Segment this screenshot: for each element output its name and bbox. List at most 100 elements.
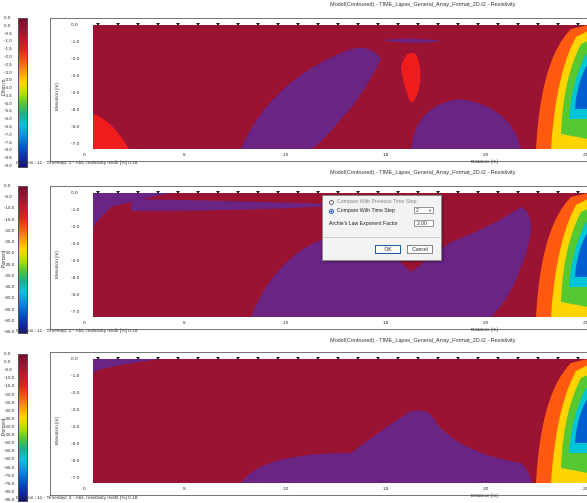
resistivity-contour-image xyxy=(51,353,587,495)
legend-label: -30.0 xyxy=(4,407,15,413)
legend-label: -30.0 xyxy=(4,250,15,256)
timestep-value: 2 xyxy=(416,207,419,214)
archie-value: 2.00 xyxy=(417,220,427,227)
legend-label: -65.0 xyxy=(4,329,15,334)
electrode-markers xyxy=(96,357,580,360)
legend-label: -75.0 xyxy=(4,480,15,486)
y-tick-label: -5.0 xyxy=(71,108,80,113)
x-tick-label: 0 xyxy=(83,321,86,326)
legend-label: -70.0 xyxy=(4,472,15,478)
legend-label: -60.0 xyxy=(4,317,15,323)
x-tick-label: 5 xyxy=(183,487,186,492)
y-tick-label: -6.0 xyxy=(71,459,80,464)
legend-label: -1.5 xyxy=(4,46,12,52)
option-previous-timestep[interactable]: Compare With Previous Time Step xyxy=(329,199,417,205)
panel-title: Model(Contoured) - TIME_Lapse_General_Ar… xyxy=(330,170,516,176)
legend-label: 0.0 xyxy=(4,359,11,365)
x-tick-label: 0 xyxy=(83,487,86,492)
section-plot: Elevation [m] 0.0 -1.0 -2.0 -3.0 -4.0 -5.0 -6.… xyxy=(50,186,587,333)
legend-label: -15.0 xyxy=(4,216,15,222)
legend-label: -40.0 xyxy=(4,272,15,278)
legend-label: 0.0 xyxy=(4,351,11,356)
x-tick-label: 25 xyxy=(583,487,587,492)
x-tick-label: 5 xyxy=(183,153,186,158)
y-tick-label: -4.0 xyxy=(71,259,80,264)
radio-timestep[interactable] xyxy=(329,208,334,214)
model-panel-1: Model(Contoured) - TIME_Lapse_General_Ar… xyxy=(0,0,587,168)
legend-label: -55.0 xyxy=(4,306,15,312)
legend-label: -85.0 xyxy=(4,497,15,502)
legend-label: -15.0 xyxy=(4,383,15,389)
y-tick-label: -1.0 xyxy=(71,208,80,213)
x-tick-label: 20 xyxy=(483,487,489,492)
legend-label: -50.0 xyxy=(4,295,15,301)
y-tick-label: -7.0 xyxy=(71,142,80,147)
color-scale-bar xyxy=(18,186,28,334)
panel-title: Model(Contoured) - TIME_Lapse_General_Ar… xyxy=(330,2,516,8)
y-tick-label: -2.0 xyxy=(71,225,80,230)
legend-label: -7.0 xyxy=(4,131,12,137)
y-tick-label: 0.0 xyxy=(71,357,78,362)
model-panel-2: Model(Contoured) - TIME_Lapse_General_Ar… xyxy=(0,168,587,336)
legend-label: -2.5 xyxy=(4,61,12,67)
electrode-markers xyxy=(96,23,580,26)
compare-timestep-dialog: Compare With Previous Time Step Compare … xyxy=(322,195,442,261)
legend-label: -2.0 xyxy=(4,53,12,59)
color-scale-bar xyxy=(18,354,28,502)
resistivity-contour-image xyxy=(51,19,587,161)
panel-title: Model(Contoured) - TIME_Lapse_General_Ar… xyxy=(330,338,516,344)
legend-label: -20.0 xyxy=(4,227,15,233)
x-tick-label: 15 xyxy=(383,487,389,492)
legend-label: 0.0 xyxy=(4,183,11,188)
electrode-markers xyxy=(96,191,580,194)
y-tick-label: -6.0 xyxy=(71,125,80,130)
x-tick-label: 10 xyxy=(283,487,289,492)
archie-exponent-field[interactable]: 2.00 xyxy=(414,220,434,227)
cancel-button[interactable]: Cancel xyxy=(407,245,433,254)
y-tick-label: -6.0 xyxy=(71,293,80,298)
y-tick-label: -2.0 xyxy=(71,391,80,396)
archie-label: Archie's Law Exponent Factor xyxy=(329,221,398,227)
y-tick-label: -7.0 xyxy=(71,476,80,481)
y-tick-label: -4.0 xyxy=(71,91,80,96)
y-tick-label: -5.0 xyxy=(71,276,80,281)
legend-label: 0.0 xyxy=(4,22,11,28)
legend-label: -45.0 xyxy=(4,284,15,290)
legend-label: -5.0 xyxy=(4,367,12,373)
legend-label: -4.5 xyxy=(4,92,12,98)
legend-label: -6.0 xyxy=(4,116,12,122)
legend-label: -45.0 xyxy=(4,432,15,438)
legend-label: -5.5 xyxy=(4,108,12,114)
ok-button[interactable]: OK xyxy=(375,245,401,254)
radio-previous[interactable] xyxy=(329,199,334,205)
legend-label: -25.0 xyxy=(4,239,15,245)
color-legend: Percent 0.0 0.0 -5.0 -10.0 -15.0 -20.0 -25.0 -3… xyxy=(0,350,30,502)
y-axis-label: Elevation [m] xyxy=(55,417,60,445)
option-timestep-label: Compare With Time Step xyxy=(337,208,395,214)
option-compare-timestep[interactable]: Compare With Time Step xyxy=(329,208,395,214)
x-tick-label: 15 xyxy=(383,321,389,326)
x-tick-label: 20 xyxy=(483,321,489,326)
y-tick-label: -1.0 xyxy=(71,40,80,45)
color-legend: Percent 0.0 -5.0 -10.0 -15.0 -20.0 -25.0 -30.0… xyxy=(0,182,30,334)
x-tick-label: 0 xyxy=(83,153,86,158)
x-tick-label: 15 xyxy=(383,153,389,158)
y-tick-label: -3.0 xyxy=(71,242,80,247)
legend-label: -25.0 xyxy=(4,399,15,405)
color-scale-bar xyxy=(18,18,28,168)
y-tick-label: -5.0 xyxy=(71,442,80,447)
y-tick-label: 0.0 xyxy=(71,191,78,196)
section-plot: Elevation [m] 0.0 -1.0 -2.0 -3.0 -4.0 -5.0 -6.… xyxy=(50,18,587,165)
x-tick-label: 5 xyxy=(183,321,186,326)
model-panel-3: Model(Contoured) - TIME_Lapse_General_Ar… xyxy=(0,336,587,503)
legend-label: -65.0 xyxy=(4,464,15,470)
timestep-select[interactable]: 2 ▼ xyxy=(414,207,434,214)
legend-label: -8.5 xyxy=(4,155,12,161)
legend-label: -0.5 xyxy=(4,30,12,36)
legend-label: -35.0 xyxy=(4,261,15,267)
legend-label: -5.0 xyxy=(4,100,12,106)
x-tick-label: 25 xyxy=(583,321,587,326)
legend-label: -8.0 xyxy=(4,147,12,153)
x-axis-label: Distance [m] xyxy=(471,328,498,333)
y-axis-label: Elevation [m] xyxy=(55,83,60,111)
